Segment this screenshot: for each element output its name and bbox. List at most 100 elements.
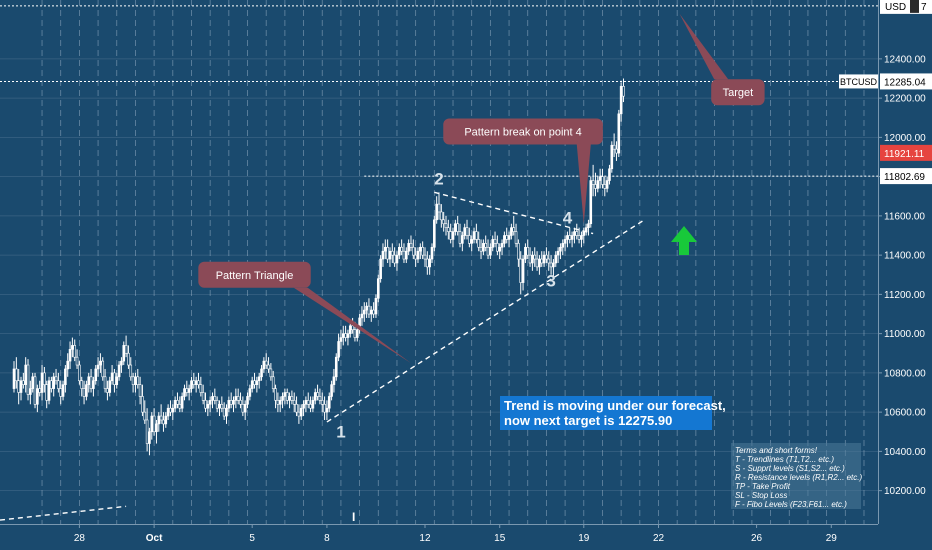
candle-body-down [103,376,107,389]
candle-body-up [246,396,249,405]
candle-body-up [313,392,317,401]
candle [531,251,534,271]
candle [94,365,98,385]
candle-body-up [96,364,100,370]
candle [535,251,539,271]
candle [521,255,525,291]
time-axis[interactable] [0,524,932,550]
candle [388,247,392,267]
candle-body-down [276,400,280,405]
candle [419,243,422,260]
candle [232,396,235,413]
candle-body-up [398,246,401,256]
candle [337,333,340,362]
candle-body-down [271,376,275,389]
candle [512,215,516,236]
candle-body-up [99,360,102,366]
candle-body-down [400,246,403,252]
candle-body-down [43,372,46,385]
candle-body-up [85,384,88,397]
callout-box [198,261,311,288]
candle [306,392,310,409]
candle-body-down [568,235,572,240]
candle-body-up [360,313,364,319]
candle [38,380,41,397]
candle [472,227,476,244]
trendlines [0,191,645,521]
candle-body-up [559,246,562,252]
candle-body-up [299,407,303,417]
candle [110,365,114,385]
price-tick-label: 11200.00 [884,290,925,301]
candle [514,223,518,248]
candle [405,247,408,263]
candle-body-up [381,250,385,260]
candle [269,363,273,381]
candle [169,400,172,417]
candle [141,384,144,417]
callout-pointer [679,13,729,80]
candle-body-up [507,235,511,240]
candle [318,388,322,405]
candle-body-up [531,254,534,264]
candle-body-up [248,388,252,397]
candle [50,376,53,393]
candle [157,412,161,432]
price-tick-label: 11600.00 [884,211,925,222]
candle-body-down [437,203,441,213]
candle [283,388,287,405]
candle-body-down [220,403,224,409]
candle [96,357,100,377]
candle [285,388,289,405]
candle [206,400,210,417]
candle-body-down [285,392,289,401]
trendline [434,191,594,235]
candle [344,325,347,342]
point-label: 1 [336,423,345,442]
candle [299,404,303,420]
candle-body-up [164,415,168,425]
callout-box [443,118,603,145]
candle [369,306,373,322]
candle [496,235,499,256]
candle-body-up [92,380,95,389]
candle-body-up [521,258,525,283]
candle-body-up [19,380,23,393]
candle-body-up [281,396,284,401]
candle [423,247,427,267]
candle [339,329,343,350]
candle [246,392,249,409]
candle [615,141,618,161]
time-tick-label: 5 [249,533,255,544]
candle [12,361,16,393]
candle-body-up [206,403,210,409]
candle-body-down [201,392,205,401]
candle-body-down [82,388,86,397]
candle [253,372,256,389]
candle-body-up [288,396,291,401]
candle-body-down [320,400,324,405]
candle [143,400,147,424]
candle-body-down [479,246,483,252]
price-badge-value: 11802.69 [884,172,925,183]
candle [236,388,240,405]
time-tick-label: 19 [578,533,590,544]
candle [316,384,319,401]
candle [73,339,77,362]
candle-body-down [106,388,109,393]
candle [346,329,350,346]
candle [612,133,616,158]
candle-body-up [232,400,235,405]
candle-body-down [17,380,20,393]
legend-line: SL - Stop Loss [735,491,787,500]
candle-body-up [166,407,170,417]
candle [320,392,324,413]
candle-body-up [365,305,368,311]
candle-body-down [26,364,30,395]
candle [379,255,382,283]
candle-body-down [517,243,520,260]
candle-body-down [138,384,142,397]
candle-body-up [580,235,583,240]
candle-body-up [243,403,247,413]
